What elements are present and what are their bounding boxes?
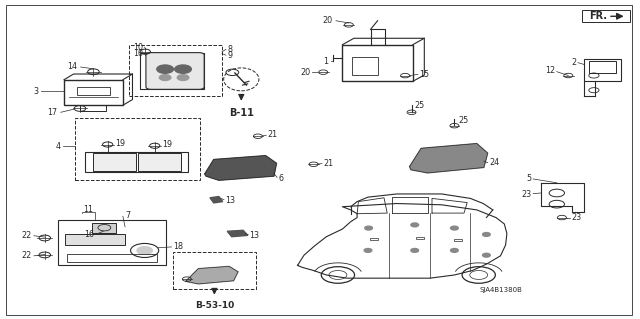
Bar: [92, 223, 116, 233]
Circle shape: [364, 249, 372, 252]
Text: 8: 8: [227, 45, 232, 54]
Bar: [67, 254, 157, 262]
FancyBboxPatch shape: [146, 53, 204, 89]
Text: 22: 22: [22, 251, 32, 260]
Text: 15: 15: [419, 70, 429, 79]
Bar: [77, 87, 110, 95]
Text: 25: 25: [458, 116, 468, 125]
Polygon shape: [227, 230, 248, 237]
Circle shape: [411, 223, 419, 227]
Text: 13: 13: [250, 231, 260, 240]
Bar: [370, 238, 378, 240]
Bar: [138, 153, 181, 171]
Text: 24: 24: [489, 158, 499, 167]
Circle shape: [451, 226, 458, 230]
Text: 11: 11: [83, 205, 93, 214]
Text: 20: 20: [323, 16, 333, 25]
Text: 5: 5: [526, 174, 531, 182]
Circle shape: [411, 249, 419, 252]
Text: 1: 1: [323, 57, 328, 66]
Polygon shape: [205, 156, 276, 180]
Text: 10: 10: [132, 49, 143, 58]
Text: 14: 14: [67, 63, 77, 71]
Bar: [416, 237, 424, 239]
Text: 20: 20: [300, 68, 310, 77]
Text: 4: 4: [56, 142, 61, 151]
Bar: [173, 252, 256, 289]
Text: B-53-10: B-53-10: [195, 301, 234, 310]
Circle shape: [137, 247, 152, 254]
Text: 21: 21: [323, 159, 333, 168]
Text: B-11: B-11: [229, 108, 253, 118]
Text: 19: 19: [163, 140, 173, 149]
Text: 25: 25: [415, 101, 425, 110]
Text: 10: 10: [132, 43, 143, 52]
Bar: [75, 118, 200, 180]
Text: SJA4B1380B: SJA4B1380B: [480, 287, 523, 293]
Circle shape: [157, 65, 173, 73]
Polygon shape: [186, 266, 238, 284]
Bar: [589, 61, 616, 73]
Text: 23: 23: [521, 190, 531, 199]
Text: 16: 16: [84, 230, 94, 239]
Bar: [80, 105, 106, 111]
Bar: [454, 239, 462, 241]
Circle shape: [483, 233, 490, 236]
Text: 21: 21: [268, 130, 278, 139]
Bar: [85, 152, 188, 172]
Circle shape: [451, 249, 458, 252]
Circle shape: [175, 65, 191, 73]
Text: 22: 22: [22, 231, 32, 240]
Circle shape: [365, 226, 372, 230]
Text: 13: 13: [225, 196, 236, 205]
Bar: [65, 234, 125, 245]
Polygon shape: [210, 197, 223, 203]
Bar: [93, 153, 136, 171]
Text: 6: 6: [278, 174, 284, 182]
Text: 3: 3: [33, 87, 38, 96]
Bar: [129, 45, 222, 96]
Bar: [352, 57, 378, 75]
Polygon shape: [410, 144, 488, 173]
Text: 7: 7: [125, 211, 130, 220]
Text: 18: 18: [173, 242, 183, 251]
Circle shape: [159, 75, 171, 80]
Bar: [342, 45, 413, 81]
Bar: [140, 53, 204, 89]
Text: 19: 19: [115, 139, 125, 148]
Text: 23: 23: [571, 213, 581, 222]
Text: 2: 2: [572, 58, 577, 67]
Bar: [64, 80, 123, 105]
Bar: [584, 59, 621, 81]
Text: 12: 12: [545, 66, 556, 75]
Bar: [582, 10, 630, 22]
Bar: [58, 220, 166, 265]
Circle shape: [483, 253, 490, 257]
Text: 17: 17: [47, 108, 58, 117]
Circle shape: [177, 75, 189, 80]
Text: 9: 9: [227, 51, 232, 60]
Text: FR.: FR.: [589, 11, 607, 21]
